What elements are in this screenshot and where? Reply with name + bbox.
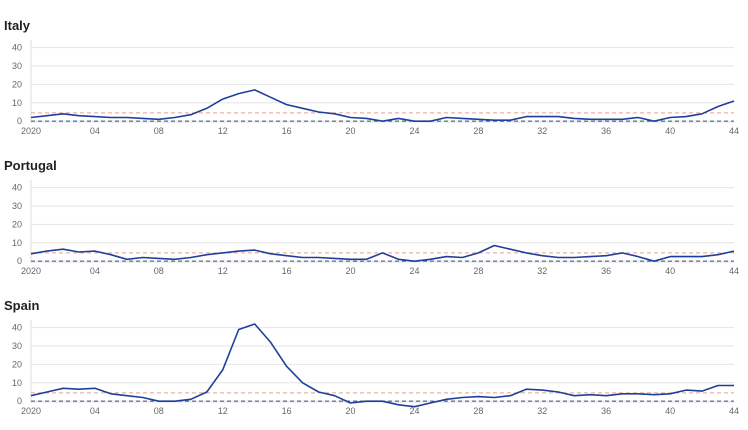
y-tick-label: 0: [17, 256, 22, 266]
y-tick-label: 30: [12, 61, 22, 71]
chart-panel-portugal: Portugal 0 10 20 30 40 2020 04 08 12 16 20 24 28 32 36…: [0, 140, 748, 280]
x-tick-label: 32: [537, 126, 547, 136]
y-tick-label: 20: [12, 79, 22, 89]
y-tick-label: 10: [12, 378, 22, 388]
x-tick-label: 36: [601, 266, 611, 276]
y-tick-label: 40: [12, 43, 22, 53]
x-tick-label: 40: [665, 266, 675, 276]
baseline-band: [31, 121, 734, 123]
x-tick-label: 20: [346, 266, 356, 276]
x-tick-label: 04: [90, 406, 100, 416]
chart-plot-portugal: 0 10 20 30 40 2020 04 08 12 16 20 24 28 32 36 40 44: [12, 180, 739, 276]
x-tick-label: 08: [154, 406, 164, 416]
x-tick-label: 40: [665, 406, 675, 416]
chart-title: Portugal: [4, 158, 57, 173]
chart-title: Italy: [4, 18, 31, 33]
x-tick-label: 2020: [21, 266, 41, 276]
x-tick-label: 20: [346, 126, 356, 136]
x-tick-label: 36: [601, 126, 611, 136]
x-tick-label: 44: [729, 266, 739, 276]
y-tick-label: 10: [12, 238, 22, 248]
x-tick-label: 28: [473, 126, 483, 136]
x-tick-label: 32: [537, 406, 547, 416]
x-tick-label: 28: [473, 406, 483, 416]
y-tick-label: 20: [12, 219, 22, 229]
x-tick-label: 44: [729, 406, 739, 416]
x-tick-label: 24: [409, 126, 419, 136]
y-tick-label: 10: [12, 98, 22, 108]
y-tick-label: 30: [12, 341, 22, 351]
y-tick-label: 20: [12, 359, 22, 369]
x-tick-label: 20: [346, 406, 356, 416]
x-tick-label: 44: [729, 126, 739, 136]
baseline-band: [31, 261, 734, 263]
chart-title: Spain: [4, 298, 40, 313]
x-tick-label: 16: [282, 266, 292, 276]
series-line: [30, 244, 735, 262]
chart-panel-italy: Italy 0 10 20 30 40 2020 04 08 12 16 20 24 28 32 36 40 4…: [0, 0, 748, 140]
y-tick-label: 40: [12, 183, 22, 193]
x-tick-label: 16: [282, 406, 292, 416]
baseline-band: [31, 401, 734, 403]
x-tick-label: 2020: [21, 126, 41, 136]
x-tick-label: 12: [218, 266, 228, 276]
x-tick-label: 40: [665, 126, 675, 136]
x-tick-label: 08: [154, 126, 164, 136]
x-tick-label: 04: [90, 266, 100, 276]
x-tick-label: 12: [218, 406, 228, 416]
y-tick-label: 30: [12, 201, 22, 211]
chart-plot-italy: 0 10 20 30 40 2020 04 08 12 16 20 24 28 32 36 40 44: [12, 40, 739, 136]
x-tick-label: 16: [282, 126, 292, 136]
x-tick-label: 32: [537, 266, 547, 276]
x-tick-label: 12: [218, 126, 228, 136]
y-tick-label: 0: [17, 116, 22, 126]
chart-panel-spain: Spain 0 10 20 30 40 2020 04 08 12 16 20 24 28 32 36 40 4…: [0, 280, 748, 420]
x-tick-label: 36: [601, 406, 611, 416]
chart-plot-spain: 0 10 20 30 40 2020 04 08 12 16 20 24 28 32 36 40 44: [12, 320, 739, 416]
x-tick-label: 08: [154, 266, 164, 276]
x-tick-label: 28: [473, 266, 483, 276]
x-tick-label: 24: [409, 266, 419, 276]
series-line: [30, 89, 735, 122]
x-tick-label: 04: [90, 126, 100, 136]
y-tick-label: 0: [17, 396, 22, 406]
series-line: [30, 323, 734, 408]
x-tick-label: 24: [409, 406, 419, 416]
x-tick-label: 2020: [21, 406, 41, 416]
y-tick-label: 40: [12, 323, 22, 333]
